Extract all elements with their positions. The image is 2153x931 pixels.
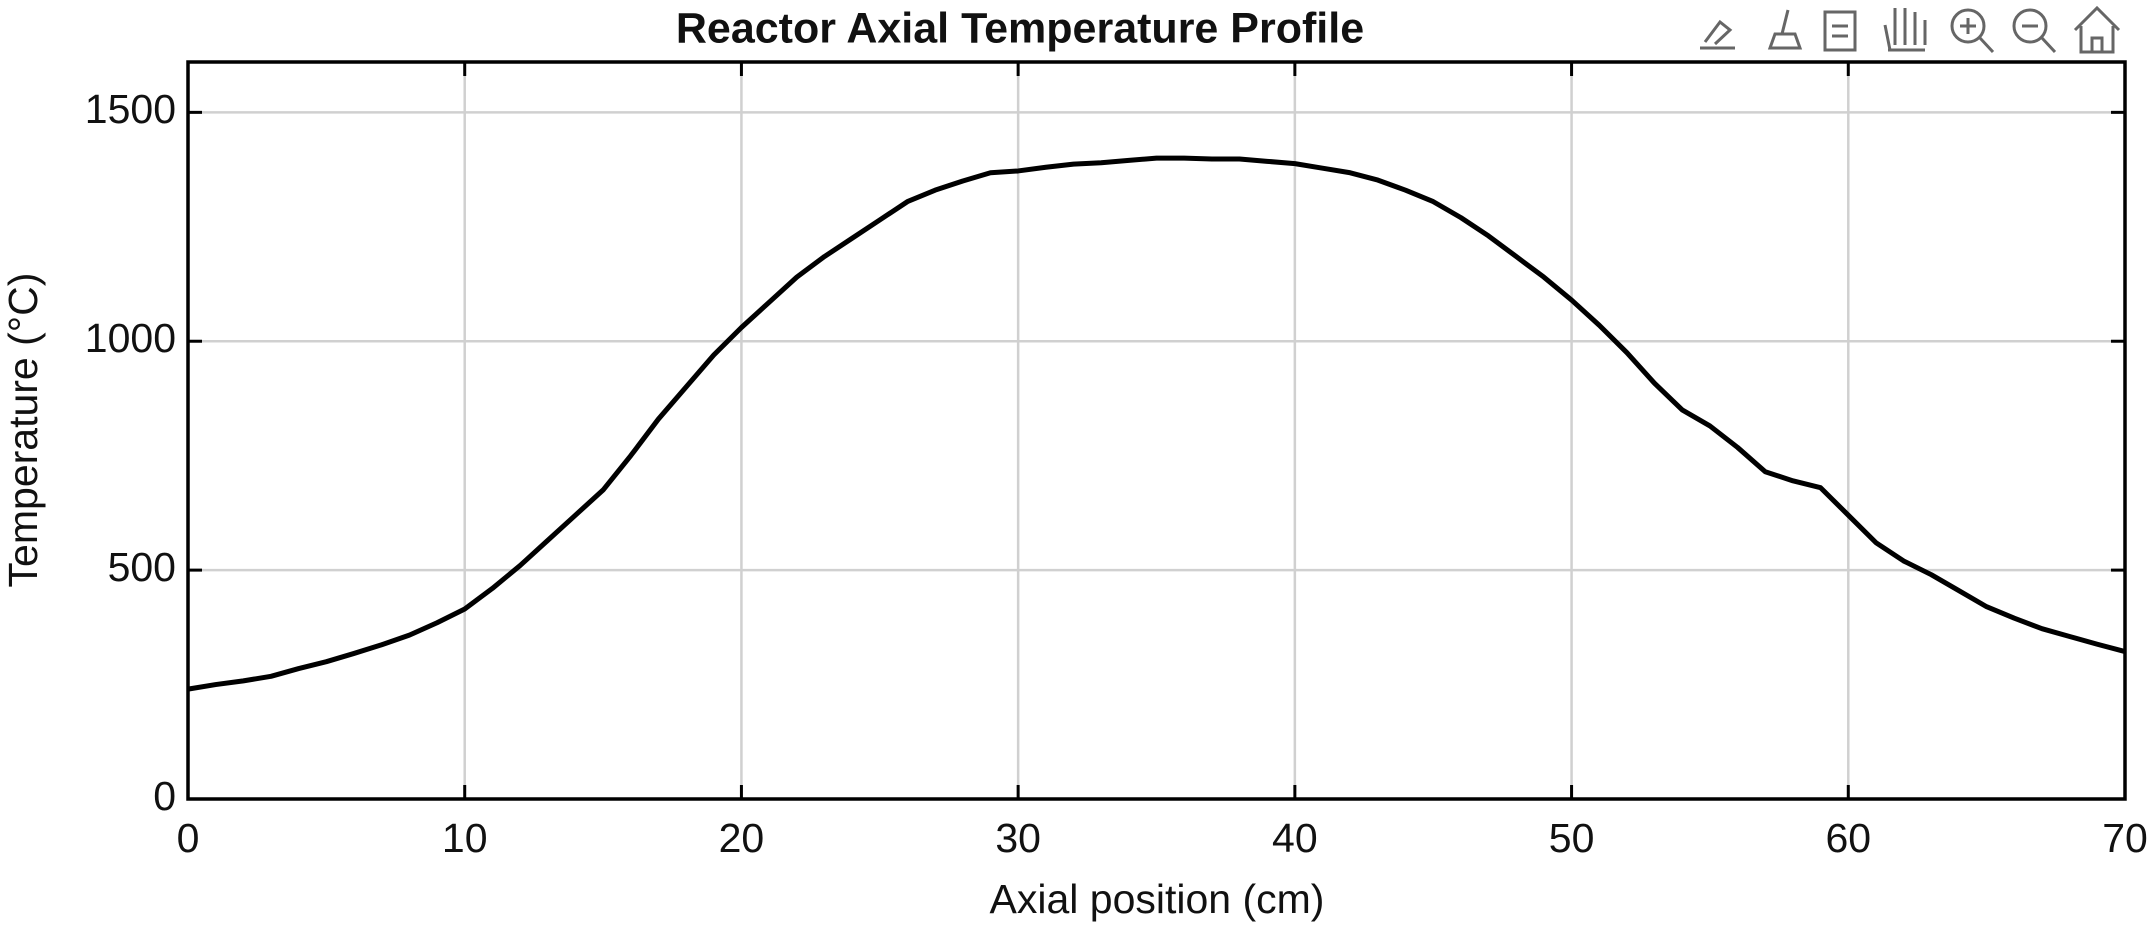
y-tick-label: 500 xyxy=(108,544,176,590)
y-tick-label: 1500 xyxy=(85,86,176,132)
x-tick-label: 0 xyxy=(177,815,200,861)
x-tick-label: 20 xyxy=(719,815,765,861)
x-tick-label: 40 xyxy=(1272,815,1318,861)
x-tick-label: 60 xyxy=(1825,815,1871,861)
y-tick-label: 0 xyxy=(153,773,176,819)
plot-frame xyxy=(186,60,2127,801)
x-tick-label: 10 xyxy=(442,815,488,861)
export-icon[interactable] xyxy=(1700,19,1735,50)
x-tick-label: 30 xyxy=(995,815,1041,861)
zoom-in-icon[interactable] xyxy=(1950,8,1995,54)
x-axis-label: Axial position (cm) xyxy=(990,876,1325,922)
y-tick-label: 1000 xyxy=(85,315,176,361)
datatip-icon[interactable] xyxy=(1823,10,1857,52)
home-icon[interactable] xyxy=(2073,5,2121,54)
toolbar xyxy=(1700,5,2121,54)
brush-icon[interactable] xyxy=(1767,9,1803,50)
line-series xyxy=(187,155,2126,692)
pan-icon[interactable] xyxy=(1883,8,1927,52)
x-tick-label: 50 xyxy=(1549,815,1595,861)
zoom-out-icon[interactable] xyxy=(2012,8,2057,54)
y-axis-label: Temperature (°C) xyxy=(0,273,46,588)
x-tick-label: 70 xyxy=(2102,815,2148,861)
chart-title: Reactor Axial Temperature Profile xyxy=(676,4,1364,52)
